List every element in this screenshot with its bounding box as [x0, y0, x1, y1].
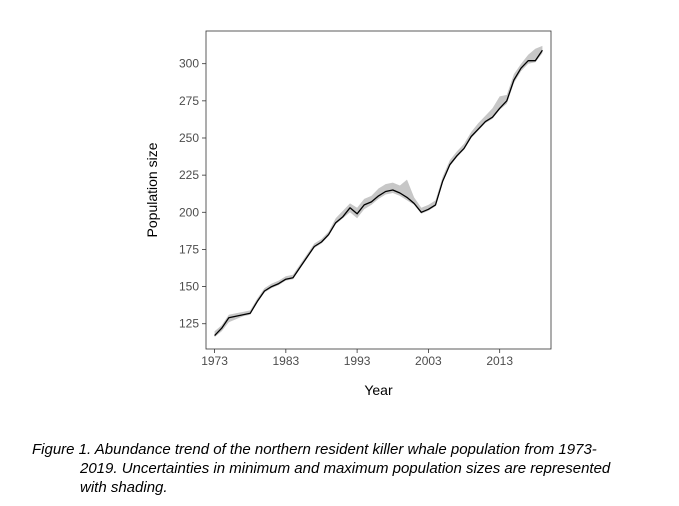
- y-axis-title: Population size: [144, 142, 160, 237]
- y-tick-label: 150: [179, 280, 199, 294]
- y-tick-label: 275: [179, 94, 199, 108]
- y-tick-label: 225: [179, 168, 199, 182]
- y-tick-label: 175: [179, 242, 199, 256]
- caption-line: 2019. Uncertainties in minimum and maxim…: [80, 460, 611, 477]
- y-tick-label: 200: [179, 205, 199, 219]
- y-tick-label: 125: [179, 317, 199, 331]
- x-axis-title: Year: [364, 382, 393, 398]
- y-tick-label: 300: [179, 57, 199, 71]
- x-tick-label: 1983: [272, 354, 299, 368]
- x-tick-label: 2003: [415, 354, 442, 368]
- uncertainty-band: [214, 45, 543, 338]
- x-tick-label: 2013: [486, 354, 513, 368]
- y-tick-label: 250: [179, 131, 199, 145]
- panel-border: [205, 30, 552, 350]
- x-tick-label: 1973: [201, 354, 228, 368]
- caption-line: Figure 1. Abundance trend of the norther…: [32, 441, 597, 458]
- plot-area: 125 150 175 200 225 250 275 300 1973 1983 1993 2003…: [179, 30, 552, 368]
- caption-line: with shading.: [80, 479, 168, 496]
- series-line: [214, 49, 543, 337]
- chart: 125 150 175 200 225 250 275 300 1973 1983 1993 2003…: [144, 30, 552, 398]
- x-tick-label: 1993: [344, 354, 371, 368]
- figure-caption: Figure 1. Abundance trend of the norther…: [32, 440, 662, 497]
